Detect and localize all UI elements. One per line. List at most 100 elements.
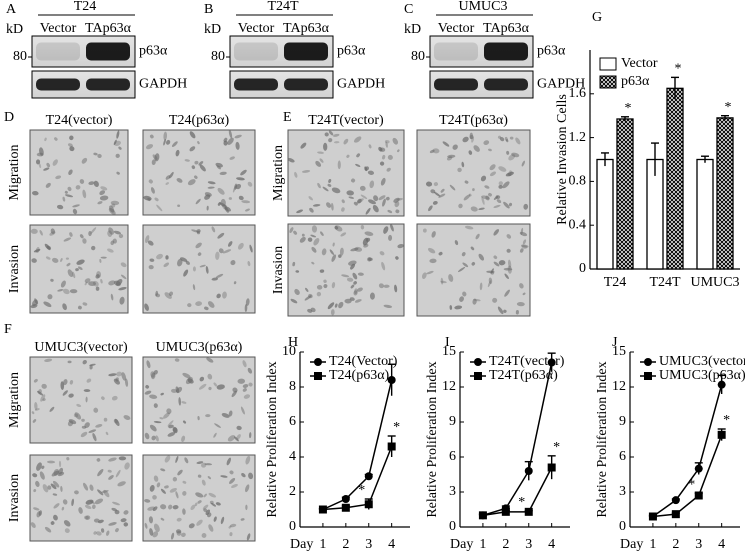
legend-marker (314, 358, 322, 366)
cell (432, 201, 438, 205)
cell (228, 197, 232, 200)
cell (197, 474, 202, 478)
cell (77, 305, 82, 310)
legend-label: T24(Vector) (329, 354, 398, 369)
cell (341, 207, 345, 212)
cell (308, 196, 313, 201)
cell (442, 141, 450, 147)
cell (383, 304, 393, 308)
cell (47, 485, 52, 490)
cell (341, 274, 350, 278)
cell (461, 161, 465, 168)
column-title: T24T(vector) (308, 113, 384, 128)
lane-label: TAp63α (483, 21, 530, 36)
cell (176, 529, 182, 534)
point (717, 380, 726, 389)
cell (146, 360, 151, 369)
x-axis-title: Day (450, 537, 473, 552)
cell (323, 142, 328, 151)
cell (386, 167, 391, 172)
cell (75, 268, 79, 272)
x-tick-label: 2 (502, 537, 509, 552)
cell (354, 288, 358, 295)
cell (470, 246, 475, 251)
cell (60, 280, 66, 288)
cell (230, 260, 236, 266)
cell (47, 294, 53, 300)
cell (166, 139, 171, 145)
cell (149, 394, 158, 399)
x-tick-label: 3 (695, 537, 702, 552)
cell (110, 240, 115, 246)
cell (348, 196, 354, 199)
cell (85, 515, 91, 520)
cell (42, 398, 46, 402)
kd-label: kD (6, 22, 23, 37)
x-tick-label: T24 (604, 275, 627, 290)
cell (182, 491, 187, 496)
cell (498, 181, 503, 186)
cell (144, 522, 148, 529)
cell (182, 372, 191, 379)
cell (149, 424, 157, 432)
y-axis-title: Relative Proliferation Index (265, 361, 280, 517)
micrograph (142, 454, 256, 542)
cell (60, 258, 63, 262)
point (341, 495, 350, 503)
legend-marker (474, 358, 482, 366)
cell (153, 370, 158, 375)
cell (481, 195, 490, 200)
cell (78, 507, 83, 514)
y-tick-label: 0 (579, 261, 586, 276)
cell (160, 392, 164, 396)
cell (93, 180, 99, 187)
cell (354, 136, 362, 143)
cell (149, 134, 154, 139)
cell (480, 175, 487, 182)
cell (194, 160, 199, 165)
cell (81, 157, 88, 164)
cell (489, 171, 496, 177)
cell (245, 455, 251, 465)
cell (493, 229, 500, 236)
y-axis-title: Relative Invasion Cells (555, 94, 570, 225)
cell (66, 262, 71, 267)
point (341, 503, 350, 512)
cell (329, 249, 335, 255)
cell (155, 290, 159, 297)
cell (76, 259, 85, 265)
point (478, 511, 487, 520)
cell (485, 195, 490, 201)
cell (110, 200, 120, 206)
cell (190, 504, 196, 511)
cell (83, 389, 91, 392)
cell (72, 204, 80, 208)
series-line (652, 434, 723, 518)
cell (245, 504, 248, 511)
cell (319, 158, 324, 163)
cell (433, 191, 441, 197)
cell (440, 188, 445, 193)
cell (521, 244, 529, 248)
band-label: GAPDH (337, 77, 385, 92)
x-axis-title: Day (620, 537, 643, 552)
cell (120, 518, 127, 523)
cell (220, 516, 225, 525)
bar (716, 117, 734, 270)
cell (293, 230, 298, 235)
panel-letter: H (288, 335, 298, 350)
cell (150, 371, 155, 378)
column-title: T24(p63α) (169, 113, 230, 128)
cell (497, 135, 502, 139)
point (387, 376, 396, 384)
cell (188, 523, 195, 529)
cell (368, 257, 373, 261)
cell (168, 424, 174, 429)
cell (123, 522, 129, 527)
cell (323, 279, 327, 283)
cell (172, 505, 179, 510)
marker-label: 80 (13, 49, 27, 64)
cell (62, 499, 68, 505)
cell (33, 488, 37, 493)
legend-label: UMUC3(p63α) (659, 368, 745, 383)
